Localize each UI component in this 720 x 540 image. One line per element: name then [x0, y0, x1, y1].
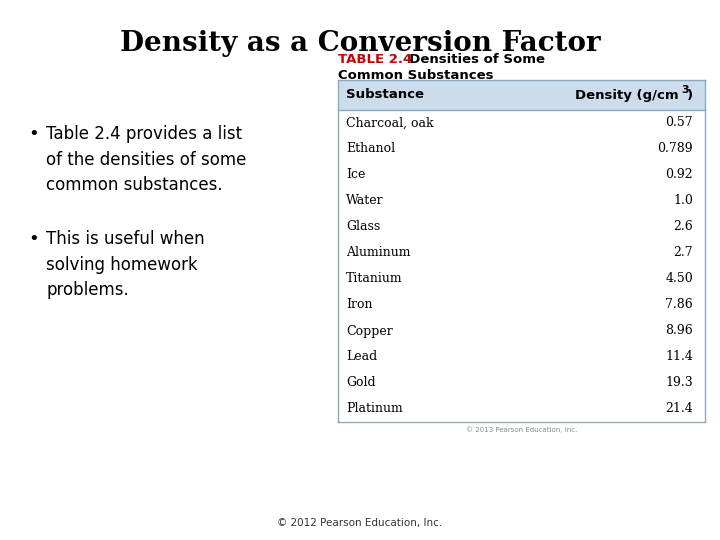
Text: Glass: Glass — [346, 220, 380, 233]
Text: Ice: Ice — [346, 168, 365, 181]
Text: 3: 3 — [681, 85, 688, 95]
Text: 7.86: 7.86 — [665, 299, 693, 312]
Bar — [338, 80, 705, 110]
Text: 19.3: 19.3 — [665, 376, 693, 389]
Text: Water: Water — [346, 194, 384, 207]
Text: Common Substances: Common Substances — [338, 69, 493, 82]
Text: Density as a Conversion Factor: Density as a Conversion Factor — [120, 30, 600, 57]
Text: 21.4: 21.4 — [665, 402, 693, 415]
Text: Charcoal, oak: Charcoal, oak — [346, 117, 433, 130]
Text: © 2013 Pearson Education, Inc.: © 2013 Pearson Education, Inc. — [466, 426, 577, 433]
Text: Copper: Copper — [346, 325, 392, 338]
Text: Densities of Some: Densities of Some — [400, 53, 545, 66]
Text: Iron: Iron — [346, 299, 372, 312]
Text: © 2012 Pearson Education, Inc.: © 2012 Pearson Education, Inc. — [277, 518, 443, 528]
Text: Table 2.4 provides a list
of the densities of some
common substances.: Table 2.4 provides a list of the densiti… — [46, 125, 246, 194]
Text: 1.0: 1.0 — [673, 194, 693, 207]
Text: 4.50: 4.50 — [665, 273, 693, 286]
Text: Titanium: Titanium — [346, 273, 402, 286]
Text: Density (g/cm: Density (g/cm — [575, 89, 679, 102]
Text: 2.6: 2.6 — [673, 220, 693, 233]
Text: 2.7: 2.7 — [673, 246, 693, 260]
Text: Gold: Gold — [346, 376, 376, 389]
Text: 8.96: 8.96 — [665, 325, 693, 338]
Text: ): ) — [687, 89, 693, 102]
Text: 0.57: 0.57 — [665, 117, 693, 130]
Text: •: • — [28, 125, 39, 143]
Text: Ethanol: Ethanol — [346, 143, 395, 156]
Text: 11.4: 11.4 — [665, 350, 693, 363]
Text: 0.789: 0.789 — [657, 143, 693, 156]
Text: Platinum: Platinum — [346, 402, 402, 415]
Text: Aluminum: Aluminum — [346, 246, 410, 260]
Text: TABLE 2.4: TABLE 2.4 — [338, 53, 413, 66]
Text: 0.92: 0.92 — [665, 168, 693, 181]
Text: •: • — [28, 230, 39, 248]
Text: This is useful when
solving homework
problems.: This is useful when solving homework pro… — [46, 230, 204, 299]
Text: Substance: Substance — [346, 89, 424, 102]
Text: Lead: Lead — [346, 350, 377, 363]
